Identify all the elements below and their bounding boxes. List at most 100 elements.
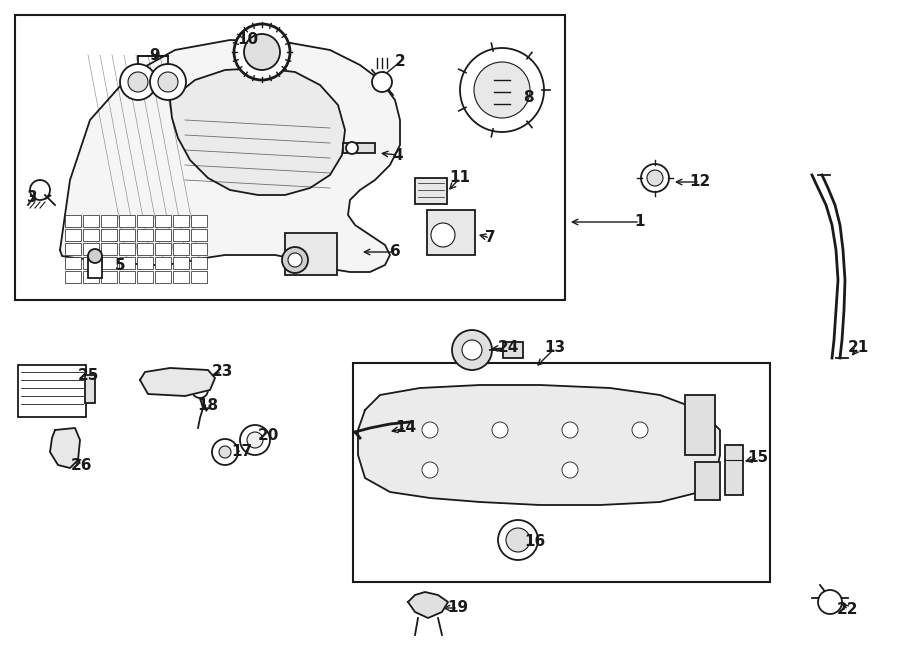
Bar [83, 257, 99, 269]
Text: 12: 12 [689, 175, 711, 190]
Circle shape [244, 34, 280, 70]
Circle shape [346, 142, 358, 154]
Circle shape [30, 180, 50, 200]
Circle shape [212, 439, 238, 465]
Circle shape [641, 164, 669, 192]
Text: 22: 22 [837, 602, 859, 617]
Circle shape [460, 48, 544, 132]
Circle shape [240, 425, 270, 455]
Bar [88, 256, 102, 278]
Circle shape [192, 382, 208, 398]
Bar [101, 257, 117, 269]
Circle shape [562, 422, 578, 438]
Circle shape [219, 446, 231, 458]
Bar [725, 445, 743, 495]
Circle shape [288, 253, 302, 267]
Circle shape [120, 64, 156, 100]
Circle shape [562, 462, 578, 478]
Text: 24: 24 [498, 340, 518, 356]
Text: 21: 21 [848, 340, 868, 356]
Circle shape [247, 432, 263, 448]
Bar [101, 215, 117, 227]
Text: 14: 14 [395, 420, 417, 436]
Bar [119, 257, 135, 269]
Circle shape [452, 330, 492, 370]
Bar [83, 229, 99, 241]
Bar [101, 243, 117, 255]
Polygon shape [170, 68, 345, 195]
Polygon shape [50, 428, 80, 468]
Text: 7: 7 [485, 231, 495, 245]
Polygon shape [358, 385, 720, 505]
Text: 5: 5 [114, 258, 125, 272]
Circle shape [498, 520, 538, 560]
Circle shape [422, 422, 438, 438]
Bar [137, 243, 153, 255]
Bar [101, 271, 117, 283]
Text: 19: 19 [447, 600, 469, 615]
Bar [119, 229, 135, 241]
Text: 9: 9 [149, 48, 160, 63]
Circle shape [372, 72, 392, 92]
Text: 4: 4 [392, 147, 403, 163]
Bar [173, 215, 189, 227]
Bar [83, 215, 99, 227]
Bar [155, 243, 171, 255]
Text: 10: 10 [238, 32, 258, 48]
Bar [83, 243, 99, 255]
Text: 15: 15 [747, 451, 769, 465]
Bar [427, 210, 475, 255]
Bar [83, 271, 99, 283]
Bar [119, 215, 135, 227]
Circle shape [462, 340, 482, 360]
Bar [65, 229, 81, 241]
Bar [15, 15, 565, 300]
Bar [155, 271, 171, 283]
Text: 8: 8 [523, 91, 534, 106]
Text: 17: 17 [231, 444, 253, 459]
Text: 1: 1 [634, 215, 645, 229]
Bar [119, 271, 135, 283]
Bar [119, 243, 135, 255]
Bar [137, 271, 153, 283]
Circle shape [492, 422, 508, 438]
Text: 16: 16 [525, 535, 545, 549]
Circle shape [474, 62, 530, 118]
Circle shape [88, 249, 102, 263]
Bar [173, 271, 189, 283]
Bar [191, 271, 207, 283]
Text: 18: 18 [197, 397, 219, 412]
Bar [191, 243, 207, 255]
Bar [173, 257, 189, 269]
Bar [137, 215, 153, 227]
Bar [285, 233, 337, 275]
Circle shape [647, 170, 663, 186]
Text: 23: 23 [212, 364, 233, 379]
Bar [65, 215, 81, 227]
Bar [65, 243, 81, 255]
Circle shape [506, 528, 530, 552]
Bar [695, 462, 720, 500]
Text: 3: 3 [27, 190, 37, 206]
Bar [137, 229, 153, 241]
Circle shape [234, 24, 290, 80]
Text: 2: 2 [394, 54, 405, 69]
Polygon shape [408, 592, 448, 618]
Polygon shape [140, 368, 215, 396]
Text: 20: 20 [257, 428, 279, 442]
Bar [101, 229, 117, 241]
Text: 13: 13 [544, 340, 565, 356]
Circle shape [282, 247, 308, 273]
Circle shape [158, 72, 178, 92]
Bar [155, 215, 171, 227]
Polygon shape [60, 40, 400, 272]
Circle shape [128, 72, 148, 92]
Bar [191, 257, 207, 269]
Circle shape [632, 422, 648, 438]
Bar [137, 257, 153, 269]
Circle shape [818, 590, 842, 614]
Bar [343, 143, 375, 153]
Bar [173, 243, 189, 255]
Bar [18, 365, 86, 417]
Text: 25: 25 [77, 368, 99, 383]
